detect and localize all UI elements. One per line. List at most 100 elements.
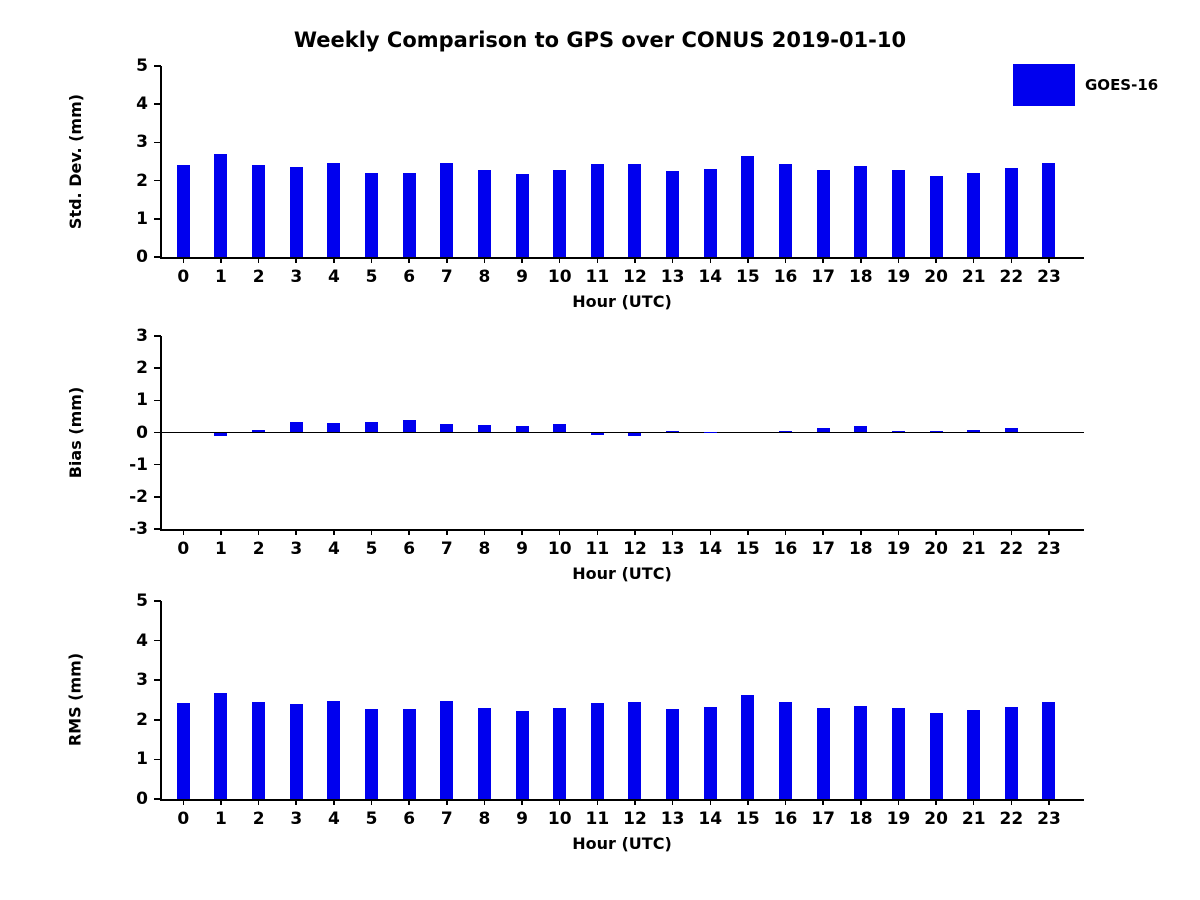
x-tick-mark bbox=[257, 257, 260, 263]
bar bbox=[891, 708, 905, 799]
x-tick-mark bbox=[784, 799, 787, 805]
x-tick-mark bbox=[634, 257, 636, 263]
bar bbox=[252, 701, 266, 799]
bar bbox=[967, 710, 981, 799]
x-tick-mark bbox=[747, 257, 749, 263]
bar bbox=[252, 430, 266, 433]
y-tick-mark bbox=[154, 496, 161, 498]
x-tick-mark bbox=[257, 799, 260, 805]
bar bbox=[891, 431, 905, 433]
x-tick-label: 16 bbox=[773, 539, 798, 559]
bar bbox=[176, 703, 190, 799]
bar bbox=[703, 707, 717, 799]
x-tick-mark bbox=[521, 799, 523, 805]
x-axis-line bbox=[160, 257, 1084, 259]
y-tick-label: 1 bbox=[136, 749, 148, 770]
x-tick-mark bbox=[747, 799, 749, 805]
x-tick-label: 1 bbox=[215, 809, 227, 829]
x-tick-mark bbox=[1048, 257, 1050, 263]
x-tick-label: 23 bbox=[1037, 809, 1061, 829]
bar bbox=[929, 431, 943, 433]
x-tick-label: 13 bbox=[660, 809, 685, 829]
x-tick-label: 10 bbox=[547, 267, 572, 287]
x-tick-mark bbox=[822, 799, 824, 805]
x-tick-label: 7 bbox=[440, 539, 453, 559]
zero-baseline bbox=[160, 431, 1084, 434]
x-tick-label: 6 bbox=[403, 539, 416, 559]
x-tick-mark bbox=[935, 799, 937, 805]
y-axis-line bbox=[160, 601, 162, 799]
bar bbox=[628, 432, 642, 437]
bar bbox=[289, 421, 303, 433]
x-tick-mark bbox=[860, 799, 862, 805]
x-tick-mark bbox=[483, 799, 486, 805]
bar bbox=[666, 431, 680, 433]
x-tick-mark bbox=[558, 257, 561, 263]
bar bbox=[741, 694, 755, 799]
y-tick-mark bbox=[154, 218, 161, 220]
bar bbox=[365, 709, 379, 799]
bar bbox=[1042, 163, 1056, 257]
x-tick-label: 20 bbox=[924, 809, 948, 829]
y-tick-label: 4 bbox=[136, 94, 148, 115]
x-tick-mark bbox=[1048, 529, 1050, 535]
x-tick-label: 11 bbox=[585, 267, 610, 287]
x-tick-mark bbox=[483, 529, 486, 535]
x-tick-mark bbox=[408, 257, 410, 263]
bar bbox=[816, 427, 830, 433]
x-tick-label: 14 bbox=[698, 809, 723, 829]
x-tick-label: 4 bbox=[327, 267, 340, 287]
bar bbox=[1004, 427, 1018, 433]
bar bbox=[929, 713, 943, 799]
x-tick-mark bbox=[408, 529, 410, 535]
bar bbox=[553, 708, 567, 799]
x-tick-mark bbox=[370, 799, 373, 805]
x-tick-mark bbox=[1010, 799, 1013, 805]
x-tick-mark bbox=[333, 257, 335, 263]
x-tick-label: 6 bbox=[403, 267, 416, 287]
x-tick-label: 18 bbox=[848, 267, 873, 287]
x-axis-label: Hour (UTC) bbox=[572, 292, 672, 311]
x-tick-label: 9 bbox=[516, 539, 528, 559]
bar bbox=[929, 175, 943, 257]
bar bbox=[327, 163, 341, 257]
x-tick-label: 16 bbox=[773, 267, 798, 287]
x-tick-label: 2 bbox=[252, 539, 265, 559]
y-tick-label: 2 bbox=[136, 358, 148, 379]
x-tick-label: 21 bbox=[961, 267, 986, 287]
y-tick-mark bbox=[154, 399, 161, 402]
x-tick-label: 10 bbox=[547, 809, 572, 829]
x-tick-mark bbox=[333, 529, 335, 535]
y-tick-label: -2 bbox=[129, 486, 148, 507]
x-tick-mark bbox=[709, 257, 711, 263]
x-tick-label: 17 bbox=[811, 267, 836, 287]
x-tick-label: 23 bbox=[1037, 539, 1061, 559]
y-tick-label: 3 bbox=[136, 670, 148, 691]
x-tick-label: 7 bbox=[440, 267, 453, 287]
bar bbox=[1004, 706, 1018, 799]
y-tick-mark bbox=[154, 256, 161, 258]
y-axis-label: RMS (mm) bbox=[65, 652, 85, 747]
bar bbox=[628, 164, 642, 257]
bar bbox=[666, 709, 680, 799]
x-tick-mark bbox=[671, 799, 674, 805]
x-tick-label: 19 bbox=[886, 539, 911, 559]
y-tick-mark bbox=[154, 758, 161, 761]
x-tick-mark bbox=[709, 529, 711, 535]
x-tick-label: 4 bbox=[327, 539, 340, 559]
x-tick-label: 18 bbox=[848, 539, 873, 559]
bar bbox=[176, 165, 190, 257]
x-tick-mark bbox=[182, 799, 185, 805]
y-tick-mark bbox=[154, 798, 161, 800]
bar bbox=[402, 172, 416, 257]
bar bbox=[515, 173, 529, 257]
x-tick-mark bbox=[784, 257, 787, 263]
x-tick-label: 17 bbox=[811, 539, 836, 559]
bar bbox=[967, 172, 981, 257]
x-tick-mark bbox=[671, 257, 674, 263]
x-tick-label: 3 bbox=[290, 267, 303, 287]
x-axis-line bbox=[160, 799, 1084, 801]
x-tick-label: 8 bbox=[478, 809, 491, 829]
x-tick-label: 12 bbox=[623, 809, 647, 829]
